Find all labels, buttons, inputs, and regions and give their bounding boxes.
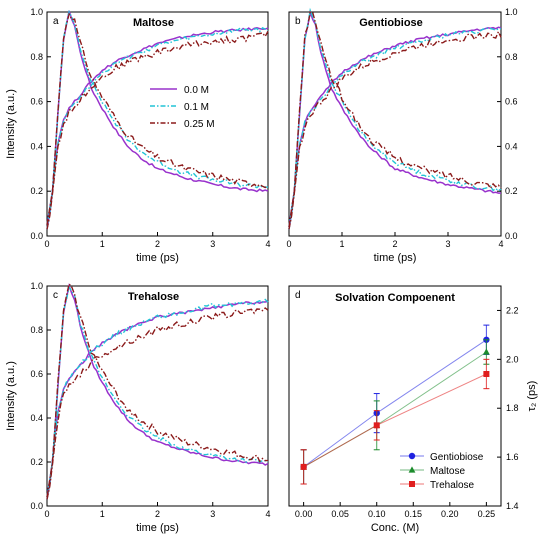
panel-title: Gentiobiose <box>359 17 423 29</box>
curve-decay-025M <box>46 12 269 225</box>
y-tick-label: 1.0 <box>30 7 43 17</box>
x-tick-label: 0 <box>286 239 291 249</box>
y-tick-label: 1.4 <box>506 501 519 511</box>
x-tick-label: 3 <box>445 239 450 249</box>
y-tick-label: 1.0 <box>505 7 518 17</box>
data-point-trehalose <box>373 422 380 429</box>
x-tick-label: 0 <box>44 509 49 519</box>
legend-label: Maltose <box>430 466 465 477</box>
y-tick-label: 0.0 <box>505 231 518 241</box>
panel-label: a <box>53 16 59 27</box>
curve-decay-00M <box>46 283 269 498</box>
curve-decay-025M <box>288 11 502 228</box>
curve-decay-01M <box>288 7 502 228</box>
x-tick-label: 4 <box>498 239 503 249</box>
x-tick-label: 0 <box>44 239 49 249</box>
y-tick-label: 0.2 <box>505 186 518 196</box>
x-tick-label: 0.05 <box>331 509 349 519</box>
y-axis-label: τ₂ (ps) <box>526 381 538 412</box>
x-tick-label: 4 <box>265 239 270 249</box>
panel-label: d <box>295 290 301 301</box>
panel-title: Trehalose <box>128 291 179 303</box>
y-tick-label: 0.6 <box>30 97 43 107</box>
x-tick-label: 0.20 <box>441 509 459 519</box>
legend-marker-trehalose <box>409 481 415 487</box>
curve-decay-01M <box>46 9 269 225</box>
curve-decay-025M <box>46 282 268 498</box>
legend-marker-gentiobiose <box>408 452 416 460</box>
x-tick-label: 3 <box>210 509 215 519</box>
legend-label: 0.1 M <box>184 102 209 113</box>
fit-line-maltose <box>303 351 487 468</box>
y-tick-label: 0.8 <box>30 52 43 62</box>
curve-rise-025M <box>288 30 502 230</box>
plot-frame-trehalose <box>46 285 269 507</box>
y-tick-label: 0.8 <box>30 325 43 335</box>
curve-decay-00M <box>288 9 501 228</box>
curve-rise-01M <box>288 27 502 230</box>
y-tick-label: 0.8 <box>505 52 518 62</box>
curve-rise-00M <box>46 300 269 500</box>
x-tick-label: 0.10 <box>368 509 386 519</box>
y-tick-label: 0.4 <box>30 141 43 151</box>
curve-decay-00M <box>46 10 269 225</box>
y-axis-label: Intensity (a.u.) <box>5 89 17 159</box>
y-tick-label: 0.6 <box>505 97 518 107</box>
y-tick-label: 1.6 <box>506 452 519 462</box>
y-tick-label: 1.8 <box>506 403 519 413</box>
curve-rise-00M <box>46 27 269 230</box>
x-axis-label: Conc. (M) <box>371 522 419 534</box>
x-tick-label: 1 <box>339 239 344 249</box>
panel-label: c <box>53 290 58 301</box>
panel-label: b <box>295 16 301 27</box>
plot-frame-solvation <box>288 285 502 507</box>
legend-label: 0.0 M <box>184 85 209 96</box>
x-axis-label: time (ps) <box>136 522 179 534</box>
curve-rise-01M <box>46 298 269 500</box>
curve-rise-00M <box>288 26 502 230</box>
legend-marker-maltose <box>408 466 416 473</box>
curve-rise-025M <box>46 30 269 230</box>
y-axis-label: Intensity (a.u.) <box>5 361 17 431</box>
x-tick-label: 1 <box>100 239 105 249</box>
x-tick-label: 0.00 <box>295 509 313 519</box>
fit-line-gentiobiose <box>303 339 487 468</box>
curve-rise-01M <box>46 26 269 230</box>
x-axis-label: time (ps) <box>374 252 417 264</box>
legend-label: Trehalose <box>430 480 475 491</box>
y-tick-label: 0.2 <box>30 457 43 467</box>
curve-rise-025M <box>46 307 269 500</box>
y-tick-label: 1.0 <box>30 281 43 291</box>
panel-title: Solvation Compoenent <box>335 292 455 304</box>
y-tick-label: 2.0 <box>506 354 519 364</box>
x-tick-label: 2 <box>392 239 397 249</box>
x-tick-label: 4 <box>265 509 270 519</box>
y-tick-label: 2.2 <box>506 305 519 315</box>
y-tick-label: 0.0 <box>30 501 43 511</box>
y-tick-label: 0.6 <box>30 369 43 379</box>
x-tick-label: 1 <box>100 509 105 519</box>
data-point-trehalose <box>300 463 307 470</box>
plot-frame-gentiobiose <box>288 11 502 237</box>
y-tick-label: 0.2 <box>30 186 43 196</box>
y-tick-label: 0.0 <box>30 231 43 241</box>
legend-label: 0.25 M <box>184 119 215 130</box>
data-point-trehalose <box>483 371 490 377</box>
curve-decay-01M <box>46 285 269 498</box>
panel-title: Maltose <box>133 17 174 29</box>
y-tick-label: 0.4 <box>505 141 518 151</box>
x-tick-label: 2 <box>155 509 160 519</box>
data-point-maltose <box>482 348 490 355</box>
x-tick-label: 2 <box>155 239 160 249</box>
x-axis-label: time (ps) <box>136 252 179 264</box>
x-tick-label: 0.15 <box>405 509 423 519</box>
legend-label: Gentiobiose <box>430 452 484 463</box>
x-tick-label: 0.25 <box>478 509 496 519</box>
y-tick-label: 0.4 <box>30 413 43 423</box>
x-tick-label: 3 <box>210 239 215 249</box>
